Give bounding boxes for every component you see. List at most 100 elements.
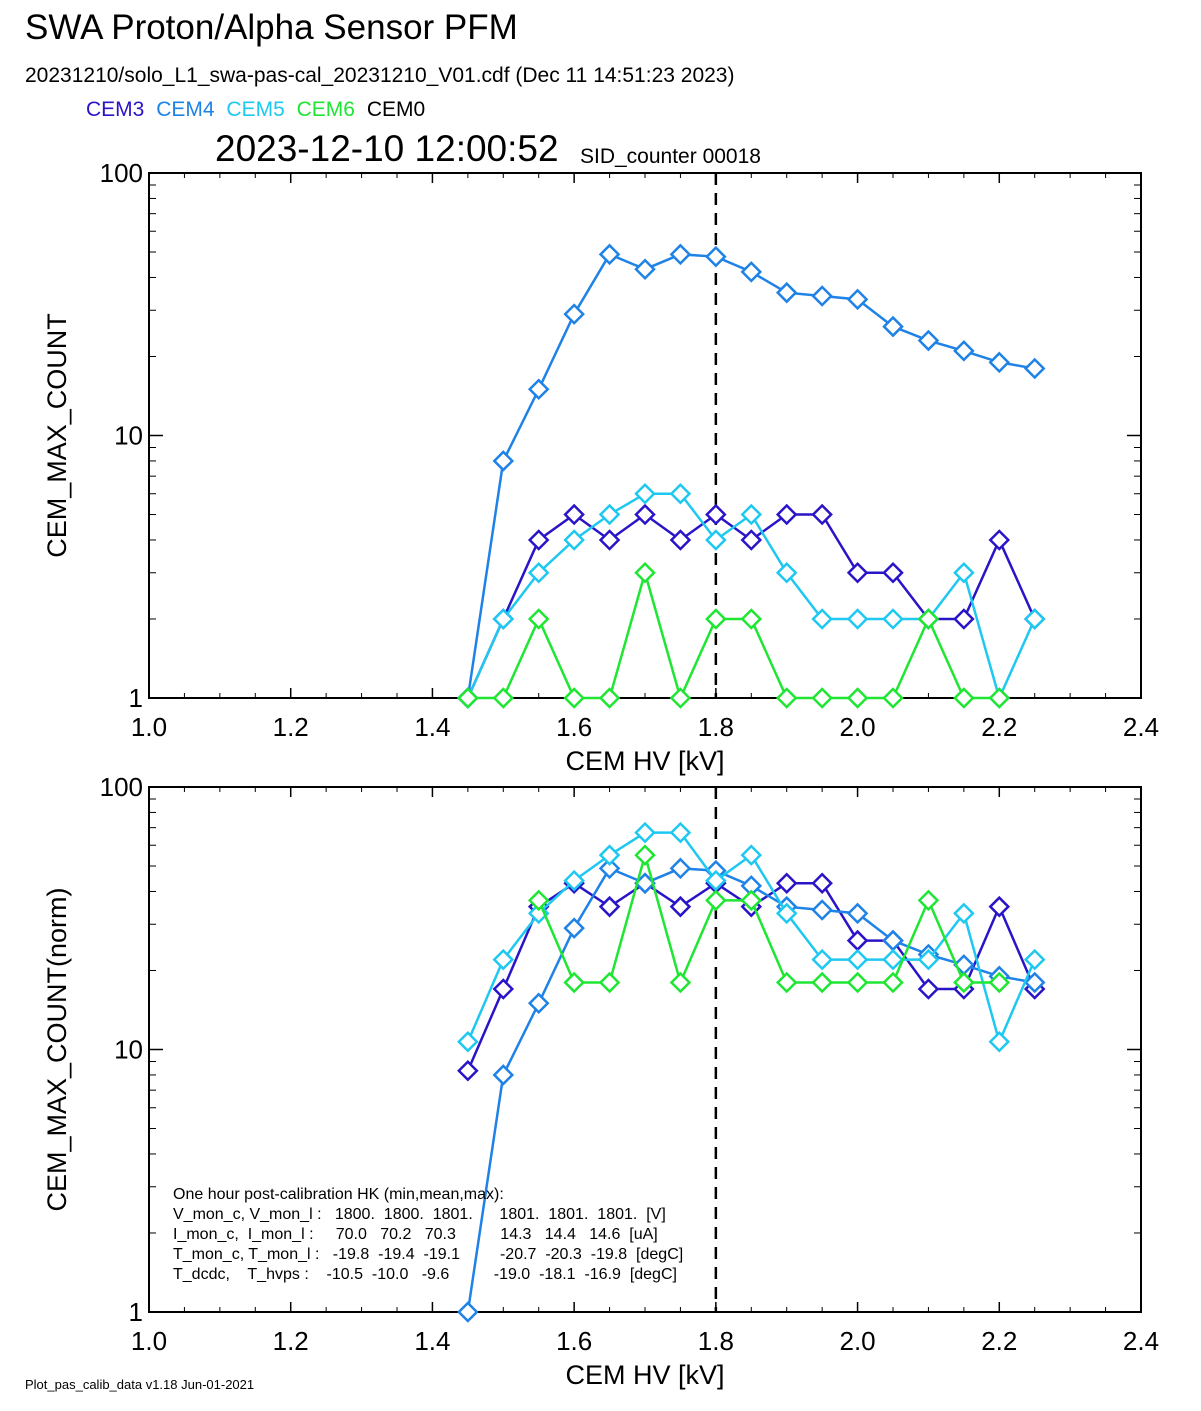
x-tick-label: 2.0 xyxy=(839,712,875,742)
x-tick-label: 1.8 xyxy=(698,712,734,742)
series-cem3 xyxy=(457,503,1046,709)
data-point-marker xyxy=(1023,608,1046,630)
data-point-marker xyxy=(953,340,975,362)
data-point-marker xyxy=(846,561,869,584)
data-point-marker xyxy=(846,971,869,994)
data-point-marker xyxy=(457,1059,479,1082)
file-subtitle: 20231210/solo_L1_swa-pas-cal_20231210_V0… xyxy=(25,64,735,87)
data-point-marker xyxy=(988,687,1011,709)
series-cem5 xyxy=(457,482,1046,709)
data-point-marker xyxy=(953,608,975,630)
sid-counter: SID_counter 00018 xyxy=(580,145,761,168)
data-point-marker xyxy=(634,844,656,866)
data-point-marker xyxy=(917,948,940,971)
hk-line: T_dcdc, T_hvps : -10.5 -10.0 -9.6 -19.0 … xyxy=(173,1266,677,1283)
chart-2: 1.0 1.2 1.4 1.6 1.8 2.0 2.2 2.4 1 10 100 CEM HV [kV… xyxy=(42,772,1159,1390)
series-line xyxy=(467,568,1000,702)
data-point-marker xyxy=(1023,357,1046,380)
footer-version: Plot_pas_calib_data v1.18 Jun-01-2021 xyxy=(25,1377,255,1392)
hk-info-box: One hour post-calibration HK (min,mean,m… xyxy=(173,1185,683,1285)
data-point-marker xyxy=(669,895,692,918)
data-point-marker xyxy=(705,889,727,912)
data-point-marker xyxy=(634,503,656,526)
x-tick-label: 1.2 xyxy=(273,712,309,742)
data-point-marker xyxy=(740,529,763,551)
data-point-marker xyxy=(988,351,1011,374)
data-point-marker xyxy=(634,482,656,505)
data-point-marker xyxy=(775,503,798,526)
data-point-marker xyxy=(527,608,550,630)
data-point-marker xyxy=(527,561,550,584)
data-point-marker xyxy=(846,608,869,630)
data-point-marker xyxy=(457,1301,479,1323)
page-title: SWA Proton/Alpha Sensor PFM xyxy=(25,8,518,47)
data-point-marker xyxy=(811,872,833,894)
timestamp: 2023-12-10 12:00:52 xyxy=(215,128,559,169)
hk-line: One hour post-calibration HK (min,mean,m… xyxy=(173,1186,504,1203)
data-point-marker xyxy=(882,971,904,994)
series-cem6 xyxy=(527,844,1011,994)
hk-line: T_mon_c, T_mon_l : -19.8 -19.4 -19.1 -20… xyxy=(173,1246,684,1263)
data-point-marker xyxy=(775,902,798,925)
data-point-marker xyxy=(846,687,869,709)
data-point-marker xyxy=(598,503,621,526)
data-point-marker xyxy=(882,315,904,338)
series-line xyxy=(537,850,1000,987)
legend-entry-cem5: CEM5 xyxy=(226,98,285,121)
series-cem5 xyxy=(457,821,1046,1053)
data-point-marker xyxy=(1023,971,1046,994)
data-point-marker xyxy=(1023,948,1046,971)
x-tick-label: 1.6 xyxy=(556,1326,592,1356)
data-point-marker xyxy=(563,869,585,892)
data-point-marker xyxy=(705,529,727,551)
hk-line: I_mon_c, I_mon_l : 70.0 70.2 70.3 14.3 1… xyxy=(173,1226,658,1243)
data-point-marker xyxy=(740,844,763,866)
data-point-marker xyxy=(846,288,869,311)
data-point-marker xyxy=(492,1064,515,1086)
data-point-marker xyxy=(775,971,798,994)
data-point-marker xyxy=(882,608,904,630)
x-tick-label: 1.2 xyxy=(273,1326,309,1356)
data-point-marker xyxy=(811,503,833,526)
data-point-marker xyxy=(775,872,798,894)
data-point-marker xyxy=(598,687,621,709)
x-tick-label: 2.2 xyxy=(981,1326,1017,1356)
data-point-marker xyxy=(527,992,550,1015)
y-axis-title: CEM_MAX_COUNT(norm) xyxy=(42,887,72,1211)
data-point-marker xyxy=(598,857,621,880)
data-point-marker xyxy=(669,821,692,844)
data-point-marker xyxy=(527,378,550,401)
y-axis-title: CEM_MAX_COUNT xyxy=(42,313,72,558)
x-tick-label: 2.4 xyxy=(1123,712,1159,742)
x-tick-label: 1.0 xyxy=(131,1326,167,1356)
data-point-marker xyxy=(740,889,763,912)
legend-entry-cem3: CEM3 xyxy=(86,98,145,121)
data-point-marker xyxy=(705,503,727,526)
data-point-marker xyxy=(457,1031,479,1053)
data-point-marker xyxy=(953,971,975,994)
x-axis-title: CEM HV [kV] xyxy=(565,1360,724,1390)
data-point-marker xyxy=(527,529,550,551)
data-point-marker xyxy=(882,687,904,709)
data-point-marker xyxy=(563,687,585,709)
data-point-marker xyxy=(492,687,515,709)
y-tick-label: 100 xyxy=(100,772,143,802)
data-point-marker xyxy=(669,687,692,709)
data-point-marker xyxy=(811,687,833,709)
data-point-marker xyxy=(988,971,1011,994)
y-tick-label: 10 xyxy=(114,421,143,451)
data-point-marker xyxy=(563,971,585,994)
data-point-marker xyxy=(527,889,550,912)
data-point-marker xyxy=(953,902,975,925)
data-point-marker xyxy=(492,978,515,1000)
data-point-marker xyxy=(705,245,727,268)
x-tick-label: 1.6 xyxy=(556,712,592,742)
x-tick-label: 2.4 xyxy=(1123,1326,1159,1356)
data-point-marker xyxy=(563,303,585,325)
data-point-marker xyxy=(846,948,869,971)
data-point-marker xyxy=(740,503,763,526)
data-point-marker xyxy=(846,902,869,925)
data-point-marker xyxy=(740,261,763,283)
data-point-marker xyxy=(775,561,798,584)
